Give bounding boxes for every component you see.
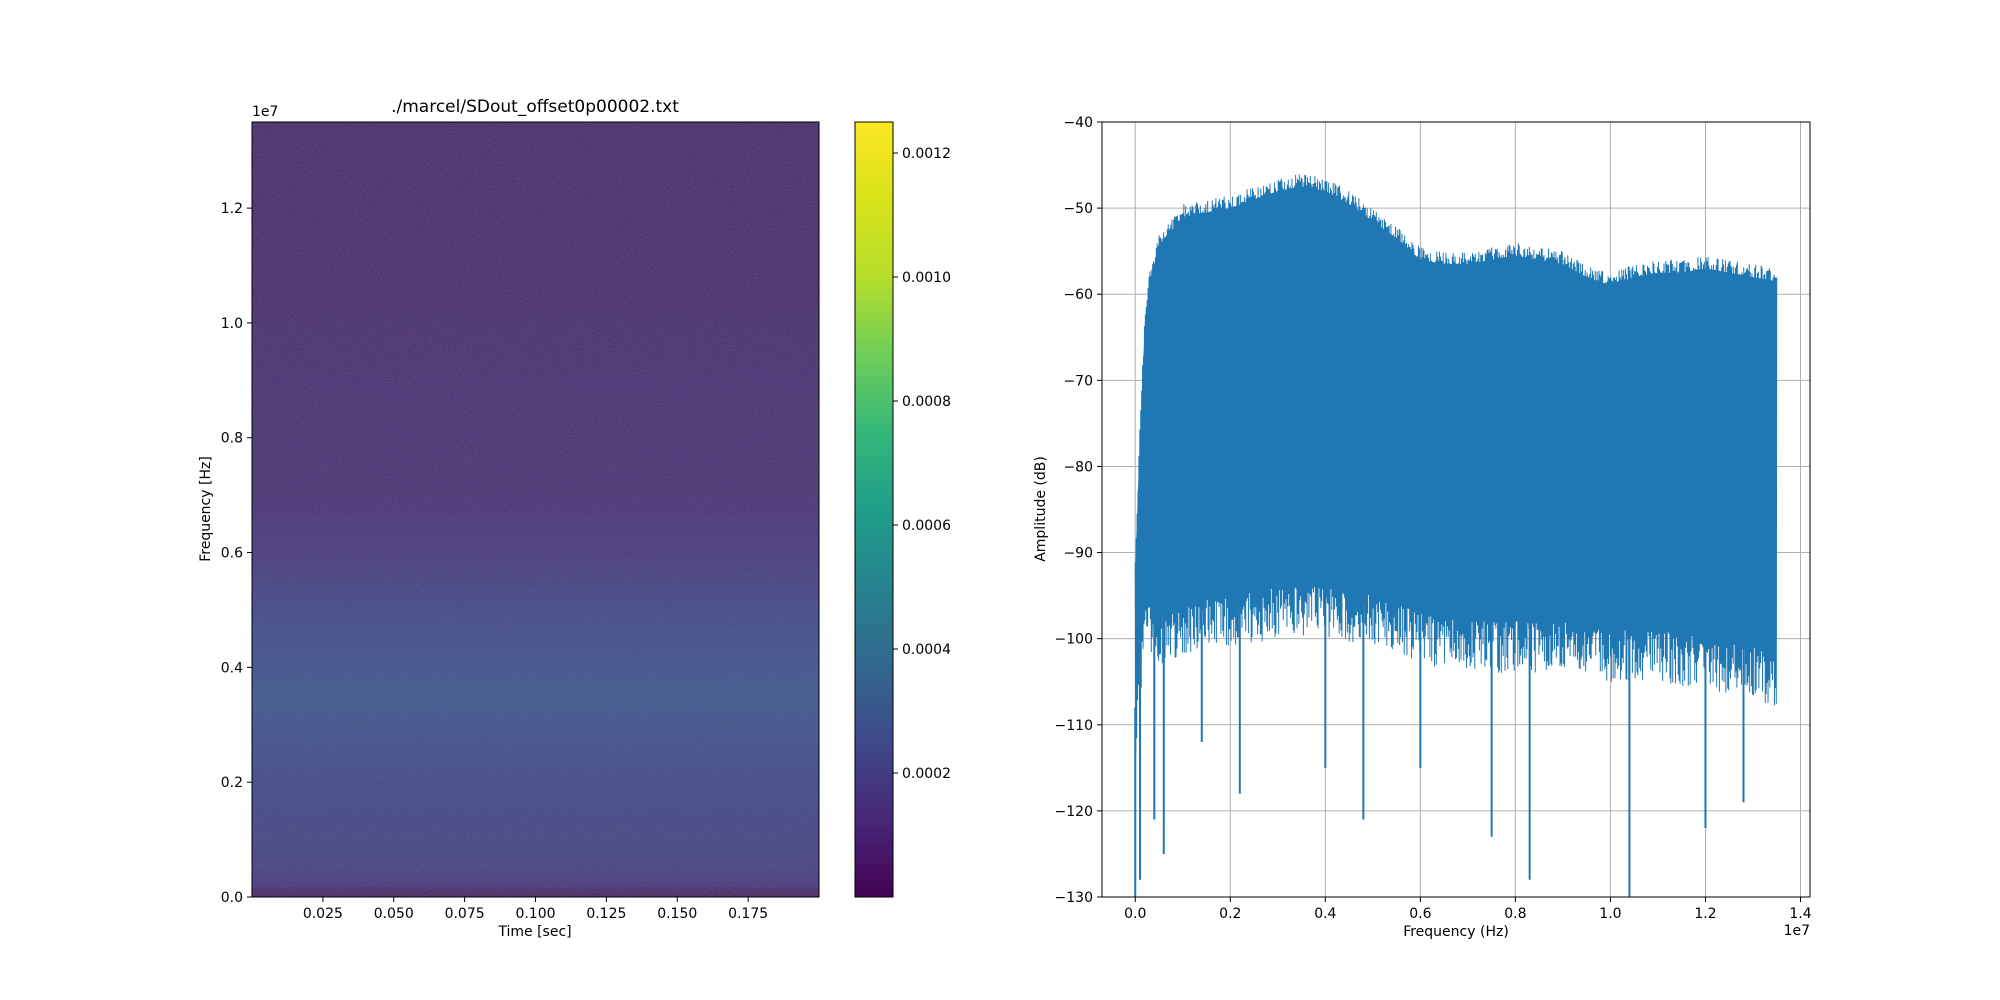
- spectrogram-y-tick-label: 0.0: [221, 890, 243, 906]
- spectrogram-y-tick-label: 1.0: [221, 316, 243, 332]
- amplitude-x-tick-label: 1.2: [1694, 906, 1716, 922]
- amplitude-y-tick-label: −70: [1063, 373, 1093, 389]
- spectrogram-y-tick-label: 0.8: [221, 431, 243, 447]
- amplitude-y-tick-label: −90: [1063, 546, 1093, 562]
- spectrogram-title: ./marcel/SDout_offset0p00002.txt: [391, 97, 679, 117]
- spectrogram-x-tick-label: 0.025: [303, 906, 343, 922]
- amplitude-y-tick-label: −60: [1063, 287, 1093, 303]
- amplitude-x-label: Frequency (Hz): [1403, 924, 1509, 940]
- amplitude-y-tick-label: −120: [1055, 804, 1093, 820]
- spectrogram-x-tick-label: 0.175: [728, 906, 768, 922]
- amplitude-y-tick-label: −100: [1055, 632, 1093, 648]
- spectrogram-image: [252, 122, 819, 897]
- colorbar-gradient: [855, 122, 893, 897]
- spectrogram-y-ticks: 0.0 0.2 0.4 0.6 0.8 1.0 1.2: [221, 201, 252, 906]
- spectrogram-panel: ./marcel/SDout_offset0p00002.txt 0.025 0.…: [198, 97, 820, 940]
- amplitude-y-tick-label: −110: [1055, 718, 1093, 734]
- spectrogram-y-tick-label: 0.6: [221, 546, 243, 562]
- amplitude-x-tick-label: 0.8: [1504, 906, 1526, 922]
- spectrogram-y-tick-label: 1.2: [221, 201, 243, 217]
- colorbar-frame: [854, 121, 894, 898]
- amplitude-x-offset-label: 1e7: [1784, 923, 1810, 939]
- spectrogram-y-label: Frequency [Hz]: [198, 456, 214, 562]
- amplitude-x-ticks: 0.0 0.2 0.4 0.6 0.8 1.0 1.2 1.4: [1124, 897, 1812, 922]
- colorbar-tick-label: 0.0002: [902, 766, 951, 782]
- amplitude-y-tick-label: −80: [1063, 459, 1093, 475]
- amplitude-panel: 0.0 0.2 0.4 0.6 0.8 1.0 1.2 1.4 −130 −120 −110 −10…: [1033, 115, 1812, 940]
- colorbar-tick-label: 0.0012: [902, 146, 951, 162]
- colorbar: 0.0002 0.0004 0.0006 0.0008 0.0010 0.0012: [854, 121, 951, 898]
- amplitude-x-tick-label: 0.2: [1219, 906, 1241, 922]
- spectrogram-y-offset-label: 1e7: [252, 104, 278, 120]
- spectrogram-y-tick-label: 0.4: [221, 660, 243, 676]
- spectrogram-x-ticks: 0.025 0.050 0.075 0.100 0.125 0.150 0.175: [303, 897, 768, 922]
- amplitude-y-ticks: −130 −120 −110 −100 −90 −80 −70 −60 −50 −40: [1055, 115, 1102, 906]
- colorbar-tick-label: 0.0006: [902, 518, 951, 534]
- amplitude-y-tick-label: −40: [1063, 115, 1093, 131]
- amplitude-x-tick-label: 0.4: [1314, 906, 1336, 922]
- amplitude-x-tick-label: 1.4: [1789, 906, 1811, 922]
- spectrogram-y-tick-label: 0.2: [221, 775, 243, 791]
- spectrogram-x-label: Time [sec]: [497, 924, 571, 940]
- colorbar-tick-label: 0.0008: [902, 394, 951, 410]
- amplitude-dips: [1134, 587, 1745, 897]
- amplitude-series: [1134, 174, 1778, 755]
- amplitude-y-tick-label: −50: [1063, 201, 1093, 217]
- amplitude-frame: [1101, 121, 1811, 898]
- spectrogram-x-tick-label: 0.100: [515, 906, 555, 922]
- amplitude-x-tick-label: 1.0: [1599, 906, 1621, 922]
- spectrogram-x-tick-label: 0.150: [657, 906, 697, 922]
- spectrogram-x-tick-label: 0.075: [445, 906, 485, 922]
- spectrogram-x-tick-label: 0.050: [374, 906, 414, 922]
- colorbar-ticks: 0.0002 0.0004 0.0006 0.0008 0.0010 0.0012: [893, 146, 951, 782]
- colorbar-tick-label: 0.0010: [902, 270, 951, 286]
- amplitude-y-tick-label: −130: [1055, 890, 1093, 906]
- colorbar-tick-label: 0.0004: [902, 642, 951, 658]
- spectrogram-x-tick-label: 0.125: [586, 906, 626, 922]
- amplitude-x-tick-label: 0.0: [1124, 906, 1146, 922]
- amplitude-x-tick-label: 0.6: [1409, 906, 1431, 922]
- amplitude-y-label: Amplitude (dB): [1033, 456, 1049, 562]
